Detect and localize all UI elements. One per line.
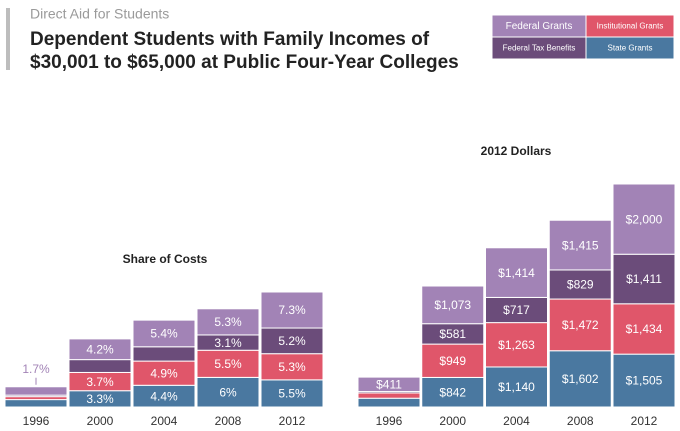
x-tick-label: 2004 <box>503 414 530 428</box>
bar-segment <box>485 247 548 298</box>
x-tick-label: 2012 <box>279 414 306 428</box>
value-label: 5.5% <box>214 357 242 371</box>
value-label: $411 <box>376 378 402 392</box>
bar-segment <box>548 269 612 300</box>
x-tick-label: 2004 <box>151 414 178 428</box>
value-label: 3.1% <box>214 336 242 350</box>
bar-segment <box>421 376 485 408</box>
value-label: 4.9% <box>150 366 178 380</box>
value-label: 7.3% <box>278 303 306 317</box>
title-bar <box>6 8 10 70</box>
x-tick-label: 1996 <box>23 414 50 428</box>
bar-segment <box>68 359 132 373</box>
x-tick-label: 2012 <box>631 414 658 428</box>
legend-label: Institutional Grants <box>597 22 664 31</box>
bar-segment <box>548 350 612 408</box>
bar-segment <box>132 360 196 386</box>
x-tick-label: 1996 <box>376 414 403 428</box>
bar-segment <box>421 343 485 378</box>
value-label: $842 <box>439 385 466 399</box>
value-label: 3.7% <box>86 375 114 389</box>
legend-label: Federal Tax Benefits <box>503 44 576 53</box>
bar-segment <box>4 386 68 396</box>
bar-segment <box>612 183 676 255</box>
legend-label: State Grants <box>608 44 653 53</box>
bar-segment <box>68 338 132 361</box>
value-label: 5.2% <box>278 334 306 348</box>
bar-segment <box>132 346 196 362</box>
bar-segment <box>357 376 421 393</box>
bar-segment <box>260 291 324 329</box>
value-label: $1,602 <box>562 372 599 386</box>
value-label: $1,414 <box>498 266 535 280</box>
value-label: 6% <box>219 385 237 399</box>
bar-segment <box>548 298 612 352</box>
value-label: 5.5% <box>278 387 306 401</box>
value-label: $1,505 <box>626 374 663 388</box>
bar-segment <box>260 379 324 408</box>
x-tick-label: 2008 <box>567 414 594 428</box>
legend-label: Federal Grants <box>506 21 573 32</box>
bar-segment <box>612 253 676 305</box>
x-tick-label: 2008 <box>215 414 242 428</box>
bar-segment <box>260 327 324 355</box>
value-label: $1,073 <box>434 298 471 312</box>
bar-segment <box>132 319 196 348</box>
x-tick-label: 2000 <box>87 414 114 428</box>
value-label: 5.3% <box>214 315 242 329</box>
bar-segment <box>548 219 612 271</box>
bar-segment <box>357 397 421 408</box>
value-label: 3.3% <box>86 392 114 406</box>
bar-segment <box>196 308 260 336</box>
value-label: 4.4% <box>150 389 178 403</box>
value-label: $949 <box>439 354 466 368</box>
value-label: $1,263 <box>498 338 535 352</box>
title-line: Dependent Students with Family Incomes o… <box>30 29 430 50</box>
bar-segment <box>357 392 421 399</box>
value-label: $1,415 <box>562 238 599 252</box>
bar-segment <box>485 322 548 368</box>
x-tick-label: 2000 <box>439 414 466 428</box>
value-label: 5.3% <box>278 360 306 374</box>
value-label: 4.2% <box>86 342 114 356</box>
chart-title: 2012 Dollars <box>481 144 552 158</box>
bar-segment <box>421 285 485 325</box>
bar-segment <box>612 353 676 408</box>
value-label: $2,000 <box>626 212 663 226</box>
kicker: Direct Aid for Students <box>30 6 169 22</box>
value-label: $829 <box>567 278 594 292</box>
chart-title: Share of Costs <box>123 252 208 266</box>
value-label: $1,434 <box>626 322 663 336</box>
legend-swatch <box>491 14 587 38</box>
value-label: $1,411 <box>626 272 662 286</box>
value-label: $717 <box>503 303 530 317</box>
value-label: 5.4% <box>150 327 178 341</box>
value-label: $1,472 <box>562 318 599 332</box>
value-label: $1,140 <box>498 380 535 394</box>
value-label: 1.7% <box>22 362 50 376</box>
value-label: $581 <box>439 327 466 341</box>
title-line: $30,001 to $65,000 at Public Four-Year C… <box>30 52 459 73</box>
bar-segment <box>485 296 548 324</box>
bar-segment <box>4 399 68 408</box>
